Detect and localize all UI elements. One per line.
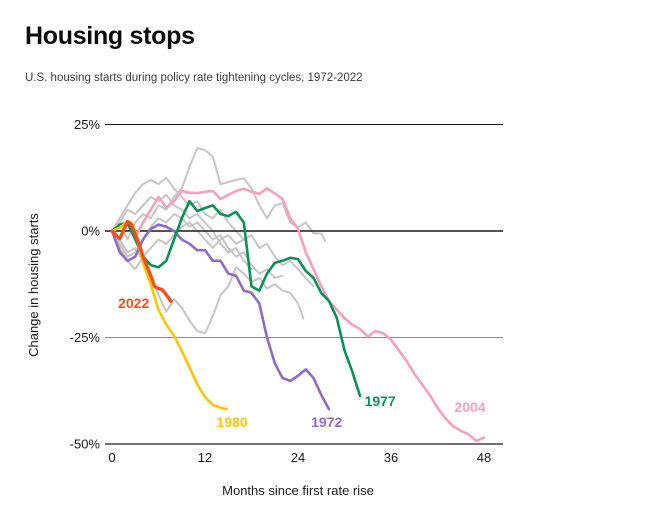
x-tick-label: 48 bbox=[477, 450, 491, 465]
y-tick-label: -25% bbox=[70, 330, 101, 345]
x-tick-label: 0 bbox=[108, 450, 115, 465]
x-tick-label: 36 bbox=[384, 450, 398, 465]
series-label-1977: 1977 bbox=[365, 393, 396, 409]
housing-chart: 2004 1972 1977 1980 2022 25% 0% -25% -50% 0 12 24 36… bbox=[26, 117, 503, 498]
y-tick-label: -50% bbox=[70, 437, 101, 452]
x-tick-label: 24 bbox=[291, 450, 305, 465]
y-axis-title: Change in housing starts bbox=[26, 213, 41, 357]
series-label-2004: 2004 bbox=[454, 399, 485, 415]
series-label-1980: 1980 bbox=[217, 414, 248, 430]
chart-subtitle: U.S. housing starts during policy rate t… bbox=[25, 72, 363, 84]
series-line-1977 bbox=[110, 199, 362, 398]
series-line-2004 bbox=[110, 187, 486, 443]
y-tick-label: 0% bbox=[81, 224, 100, 239]
chart-title: Housing stops bbox=[25, 22, 195, 50]
series-line-other bbox=[111, 193, 253, 271]
series-label-1972: 1972 bbox=[311, 414, 342, 430]
series-label-2022: 2022 bbox=[118, 295, 149, 311]
x-axis-title: Months since first rate rise bbox=[222, 483, 374, 498]
series-line-other bbox=[111, 146, 327, 242]
series-line-2022 bbox=[110, 219, 173, 304]
x-tick-label: 12 bbox=[198, 450, 212, 465]
series-line-1972 bbox=[110, 223, 331, 411]
y-tick-label: 25% bbox=[74, 117, 100, 132]
